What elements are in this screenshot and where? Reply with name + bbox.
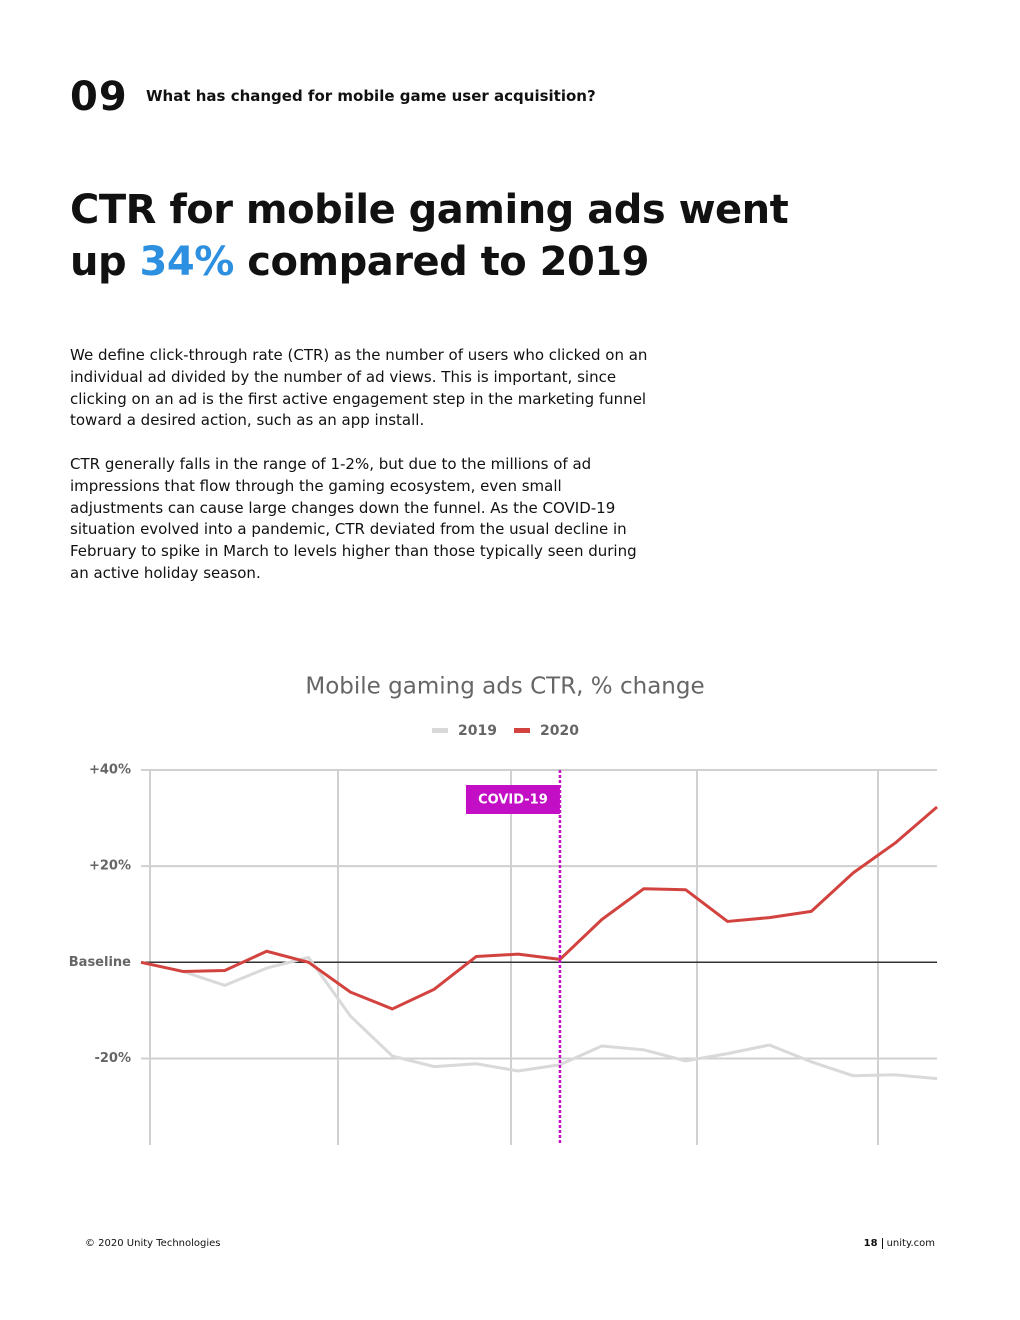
footer-copyright: © 2020 Unity Technologies xyxy=(85,1238,221,1249)
legend-label: 2020 xyxy=(540,723,579,739)
headline-text: compared to 2019 xyxy=(247,239,649,285)
y-tick-label: -20% xyxy=(94,1051,131,1066)
headline-text: CTR for mobile gaming ads went up xyxy=(70,187,789,285)
section-title: What has changed for mobile game user ac… xyxy=(146,87,596,105)
vertical-grid xyxy=(149,770,879,1145)
series-line xyxy=(140,956,938,1081)
headline-highlight: 34% xyxy=(139,239,235,285)
annotation-label: COVID-19 xyxy=(478,793,548,808)
legend-swatch xyxy=(432,728,448,733)
headline: CTR for mobile gaming ads went up 34% co… xyxy=(70,184,790,288)
section-number: 09 xyxy=(70,74,128,120)
paragraph: CTR generally falls in the range of 1-2%… xyxy=(70,455,637,582)
footer-right: 18 unity.com xyxy=(863,1238,935,1249)
y-tick-label: Baseline xyxy=(69,955,131,970)
series-line xyxy=(140,805,938,1011)
annotation-box xyxy=(465,785,560,814)
y-tick-label: +20% xyxy=(89,859,131,874)
legend-swatch xyxy=(514,728,530,733)
legend-label: 2019 xyxy=(458,723,497,739)
page-number: 18 xyxy=(863,1238,883,1249)
y-tick-label: +40% xyxy=(89,763,131,778)
chart-title: Mobile gaming ads CTR, % change xyxy=(305,674,704,700)
paragraph: We define click-through rate (CTR) as th… xyxy=(70,346,648,430)
footer-site: unity.com xyxy=(886,1238,935,1249)
chart: Mobile gaming ads CTR, % change +40% +20%… xyxy=(69,674,938,1145)
